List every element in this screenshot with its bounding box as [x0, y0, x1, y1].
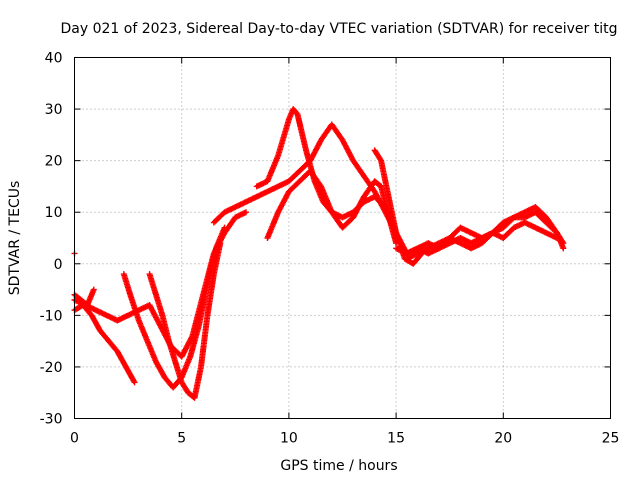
series-track-e	[71, 286, 97, 309]
y-tick-label: 30	[45, 102, 63, 118]
y-tick-label: 10	[45, 205, 63, 221]
y-tick-label: -30	[40, 412, 63, 428]
x-axis-label: GPS time / hours	[280, 458, 397, 474]
data-point	[90, 286, 97, 293]
data-point	[217, 240, 224, 247]
y-tick-label: 0	[54, 257, 63, 273]
data-point	[553, 235, 560, 241]
series-track-c	[120, 224, 228, 391]
x-tick-label: 25	[602, 431, 620, 447]
series-track-b	[71, 302, 138, 386]
x-tick-label: 10	[280, 431, 298, 447]
data-point	[243, 209, 250, 216]
y-tick-label: 40	[45, 51, 63, 67]
series-track-l	[403, 219, 560, 257]
y-tick-label: -10	[40, 308, 63, 324]
data-point	[221, 224, 228, 231]
series-track-d	[146, 240, 224, 401]
data-point	[560, 245, 567, 252]
x-tick-label: 0	[70, 431, 79, 447]
x-tick-label: 15	[387, 431, 405, 447]
tick-layer: 0 5 10 15 20 25 -30 -20 -10 0 10 20 30 40	[40, 51, 620, 447]
series-track-h	[264, 167, 400, 247]
y-tick-label: 20	[45, 154, 63, 170]
plot-frame	[74, 57, 611, 419]
marks-layer	[71, 106, 567, 401]
chart-title: Day 021 of 2023, Sidereal Day-to-day VTE…	[61, 21, 618, 37]
data-point	[130, 378, 137, 385]
data-point	[131, 379, 138, 386]
y-axis-label: SDTVAR / TECUs	[7, 181, 23, 296]
data-point	[377, 156, 384, 163]
x-tick-label: 20	[494, 431, 512, 447]
x-tick-label: 5	[177, 431, 186, 447]
y-tick-label: -20	[40, 360, 63, 376]
